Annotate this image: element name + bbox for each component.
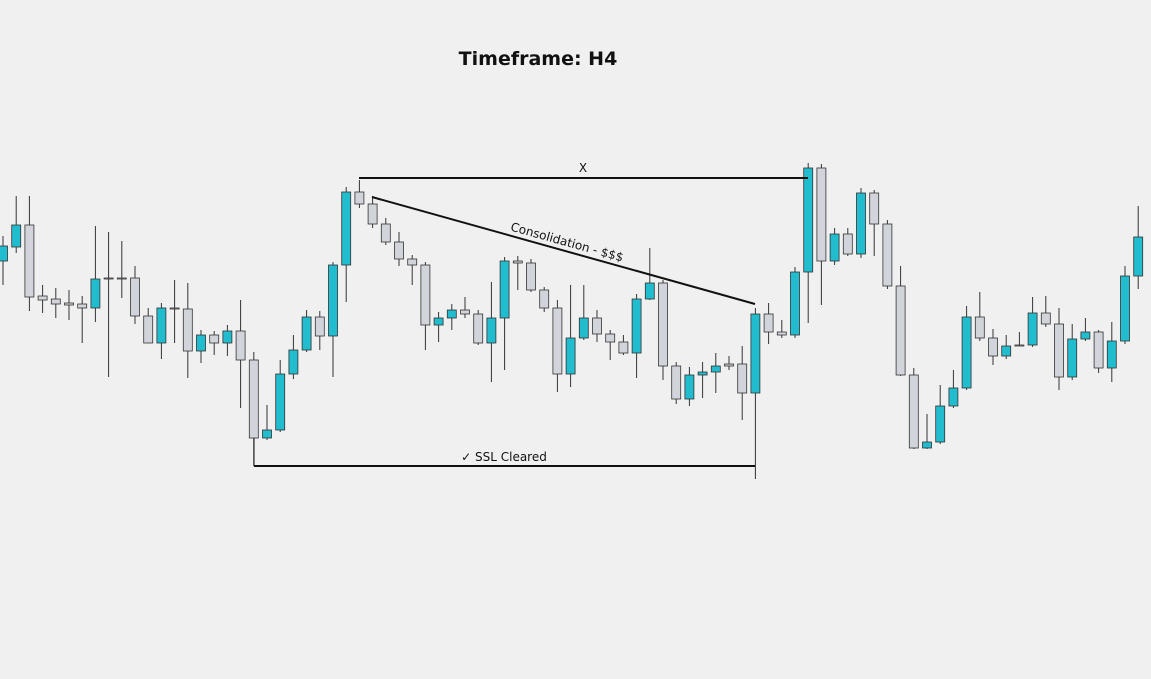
candle-body: [750, 313, 761, 394]
candle-body: [644, 282, 655, 300]
candle-body: [592, 317, 602, 335]
range-high-label: X: [579, 161, 587, 175]
candle-body: [11, 224, 22, 248]
candle-body: [143, 315, 154, 344]
candle-body: [499, 260, 510, 319]
consolidation-label: Consolidation - $$$: [509, 220, 625, 265]
candle-body: [288, 349, 299, 375]
candle-body: [380, 223, 391, 243]
candle-body: [24, 224, 35, 298]
candle-body: [790, 271, 800, 336]
candle-body: [1120, 275, 1130, 342]
candle-body: [816, 167, 827, 262]
candle-body: [275, 373, 286, 431]
candle-body: [222, 330, 233, 344]
candle-body: [539, 289, 550, 309]
candle-body: [103, 277, 114, 280]
candle-body: [763, 313, 774, 333]
chart-title: Timeframe: H4: [459, 48, 618, 70]
candle-body: [156, 307, 167, 344]
candle-body: [1027, 312, 1038, 346]
candle-body: [631, 298, 642, 354]
candle-body: [235, 330, 246, 361]
candle-body: [182, 308, 193, 352]
candle-body: [697, 371, 708, 376]
candle-body: [565, 337, 576, 375]
candle-body: [1054, 323, 1064, 378]
candles: [0, 163, 1144, 479]
candle-body: [1001, 345, 1012, 357]
candle-body: [367, 203, 378, 225]
candle-body: [301, 316, 312, 351]
candle-body: [1106, 340, 1117, 369]
candle-body: [737, 363, 748, 394]
candle-body: [618, 341, 629, 354]
candle-body: [948, 387, 959, 407]
candle-body: [908, 374, 919, 449]
candle-body: [90, 278, 101, 309]
candle-body: [460, 309, 470, 315]
candle-body: [407, 258, 418, 266]
candle-body: [856, 192, 866, 255]
candle-body: [314, 316, 325, 337]
candle-body: [988, 337, 998, 357]
candle-body: [842, 233, 853, 255]
candle-body: [552, 307, 563, 375]
candle-body: [724, 363, 734, 367]
consolidation-line: [371, 196, 756, 305]
candle-body: [578, 317, 589, 339]
candle-body: [671, 365, 682, 400]
candle-body: [196, 334, 206, 352]
candle-body: [433, 317, 444, 326]
candle-body: [130, 277, 140, 317]
candle-body: [169, 307, 180, 310]
candle-body: [354, 191, 365, 205]
candle-body: [209, 334, 220, 344]
candle-body: [869, 192, 880, 225]
candle-body: [684, 374, 695, 400]
candle-body: [974, 316, 985, 339]
candle-body: [526, 262, 536, 291]
candle-body: [1067, 338, 1078, 378]
candle-body: [50, 298, 61, 305]
candle-body: [116, 277, 127, 280]
candle-body: [512, 260, 523, 264]
candle-body: [64, 302, 74, 306]
candle-body: [961, 316, 972, 389]
candle-body: [486, 317, 497, 344]
candle-body: [0, 245, 8, 262]
candle-body: [1133, 236, 1144, 277]
candle-body: [248, 359, 259, 439]
candle-body: [37, 295, 48, 301]
candle-body: [262, 429, 272, 439]
candle-body: [658, 282, 668, 367]
candle-body: [328, 264, 338, 337]
candle-body: [394, 241, 404, 260]
candle-body: [895, 285, 906, 376]
candle-body: [473, 313, 484, 344]
candle-body: [935, 405, 946, 443]
candle-body: [1080, 331, 1091, 340]
candle-body: [605, 333, 616, 343]
candle-body: [803, 167, 814, 273]
candle-body: [710, 365, 721, 373]
candle-body: [446, 309, 457, 319]
candle-body: [1040, 312, 1051, 325]
candle-body: [420, 264, 431, 326]
candle-body: [341, 191, 352, 266]
sweep-label: ✓ SSL Cleared: [461, 450, 547, 464]
candle-body: [829, 233, 840, 262]
candle-body: [922, 441, 932, 449]
candle-body: [1014, 344, 1025, 347]
candle-body: [1093, 331, 1104, 369]
candle-body: [882, 223, 893, 287]
candle-body: [77, 303, 88, 309]
candle-body: [776, 331, 787, 336]
